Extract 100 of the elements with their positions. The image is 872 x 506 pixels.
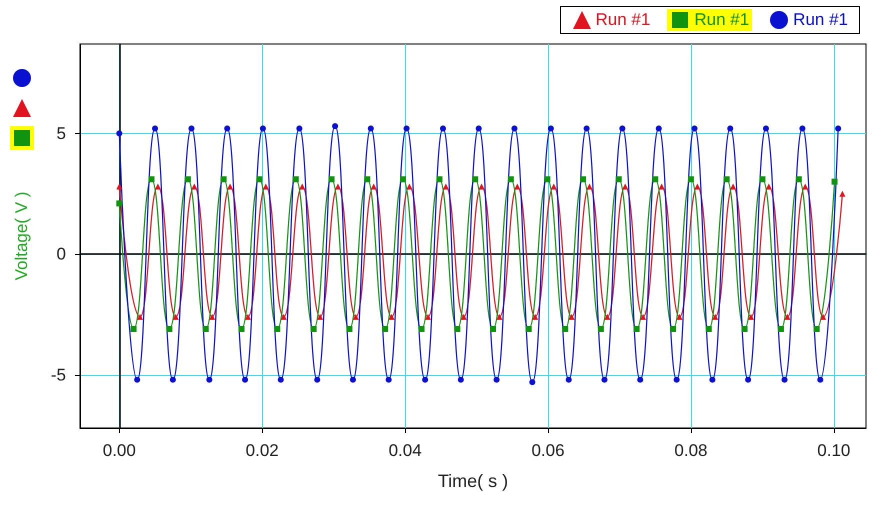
point [137,314,144,320]
point [352,314,359,320]
point [238,326,244,332]
point [364,176,370,182]
point [814,326,820,332]
point [188,126,194,132]
point [658,183,665,190]
point [116,200,122,206]
point [586,183,592,190]
point [244,314,251,320]
point [418,326,425,332]
point [532,314,538,320]
point [748,314,754,320]
point [404,126,410,132]
point [130,326,137,332]
point [299,183,306,190]
point [202,326,209,332]
point [584,126,590,132]
point [580,176,586,182]
point [332,123,338,130]
point [817,376,824,383]
point [458,376,464,383]
point [796,176,802,182]
point [784,314,790,320]
point [835,126,842,132]
point [296,126,302,132]
point [568,314,575,320]
point [292,176,299,182]
point [148,176,154,182]
point [116,183,122,190]
point [170,376,176,383]
point [799,126,806,132]
point [116,130,122,136]
point [460,314,467,320]
point [514,183,520,190]
point [478,183,485,190]
point [562,326,568,332]
point [490,326,496,332]
point [476,126,482,132]
x-tick-label: 0.10 [817,441,850,460]
point [730,183,736,190]
point [511,126,518,132]
point [209,314,216,320]
point [328,176,335,182]
point [529,379,536,386]
point [227,183,234,190]
point [440,126,446,132]
point [508,176,514,182]
point [314,376,320,383]
point [406,183,412,190]
point [166,326,172,332]
point [692,126,698,132]
point [191,183,198,190]
legend-label: Run #1 [793,10,848,30]
point [436,176,442,182]
point [598,326,604,332]
point [778,326,784,332]
point [709,376,716,383]
point [472,176,478,182]
point [622,183,628,190]
point [172,314,179,320]
point [604,314,610,320]
x-axis-title: Time( s ) [438,471,508,491]
point [442,183,449,190]
point [152,126,158,132]
point [619,126,626,132]
point [601,376,608,383]
point [616,176,622,182]
y-tick-label: 5 [56,124,66,143]
point [496,314,502,320]
point [242,376,248,383]
point [422,376,428,383]
point [712,314,718,320]
point [494,376,500,383]
point [832,178,838,185]
point [424,314,431,320]
point [256,176,262,182]
x-tick-label: 0.06 [531,441,565,460]
point [727,126,734,132]
point [134,376,140,383]
point [548,126,554,132]
point [706,326,712,332]
point [782,376,788,383]
point [262,183,269,190]
point [224,126,230,132]
legend-label: Run #1 [596,10,650,30]
point [334,183,341,190]
x-tick-label: 0.08 [674,441,708,460]
point [656,126,662,132]
point [637,376,644,383]
point [454,326,460,332]
point [688,176,694,182]
point [346,326,352,332]
point [742,326,748,332]
point [278,376,284,383]
y-tick-label: 0 [56,244,66,264]
point [676,314,683,320]
point [640,314,646,320]
point [260,126,266,132]
point [694,183,700,190]
